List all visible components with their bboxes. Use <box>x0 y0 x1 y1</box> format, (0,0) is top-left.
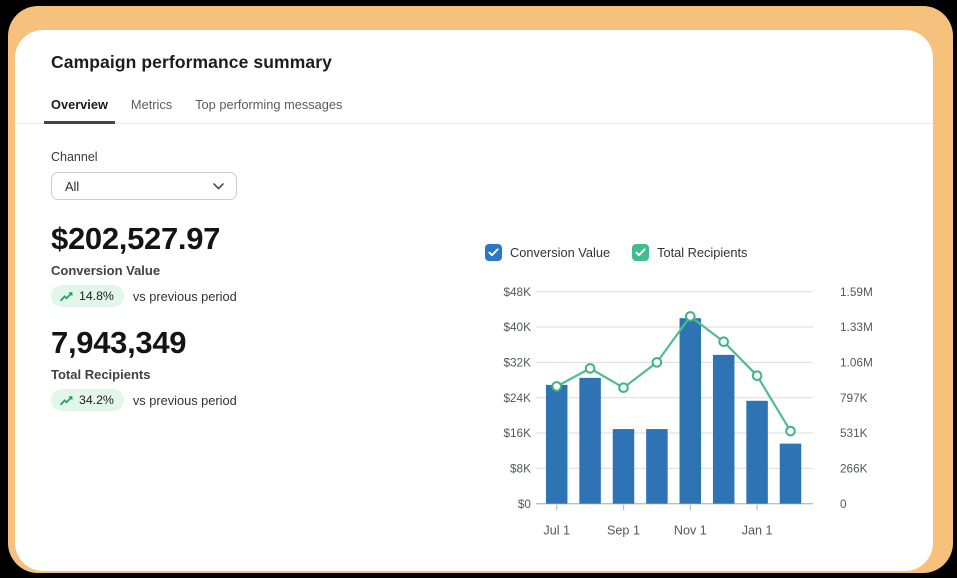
x-axis-label: Jul 1 <box>543 524 570 538</box>
chart-legend: Conversion Value Total Recipients <box>485 244 747 261</box>
line-point-sep-1[interactable] <box>618 382 629 393</box>
bar-oct-1[interactable] <box>646 429 668 504</box>
left-axis-tick-label: $0 <box>518 497 532 511</box>
channel-filter-label: Channel <box>51 150 98 164</box>
bar-jul-1[interactable] <box>545 384 568 504</box>
recipients-line <box>556 315 792 432</box>
delta-value: 34.2% <box>79 393 114 407</box>
line-point-jul-1[interactable] <box>551 381 562 392</box>
right-axis-tick-label: 0 <box>840 497 847 511</box>
legend-item-total-recipients[interactable]: Total Recipients <box>632 244 747 261</box>
bar-dec-1[interactable] <box>712 354 735 504</box>
tab-metrics[interactable]: Metrics <box>130 97 173 112</box>
left-axis-tick-label: $16K <box>503 426 531 440</box>
line-point-dec-1[interactable] <box>718 336 730 347</box>
performance-chart: $0 0 $8K 266K $16K 531K $24K 797K $32K 1.06M $40K 1… <box>455 260 915 560</box>
right-axis-tick-label: 1.06M <box>840 356 873 370</box>
line-point-aug-1[interactable] <box>584 363 596 374</box>
line-point-feb-1[interactable] <box>785 425 796 437</box>
kpi-conversion-value: $202,527.97 Conversion Value 14.8% vs previ… <box>51 222 237 307</box>
campaign-summary-card: Campaign performance summary Overview Met… <box>15 30 933 571</box>
right-axis-tick-label: 266K <box>840 462 868 476</box>
line-point-nov-1[interactable] <box>685 311 696 322</box>
kpi-value-conversion-value: $202,527.97 <box>51 221 221 256</box>
checkbox-checked-icon[interactable] <box>632 244 650 261</box>
kpi-total-recipients: 7,943,349 Total Recipients 34.2% vs previou… <box>51 326 237 411</box>
bar-jan-1[interactable] <box>746 400 768 504</box>
legend-label: Total Recipients <box>657 245 748 260</box>
tab-overview[interactable]: Overview <box>44 90 115 124</box>
tab-top-performing-messages[interactable]: Top performing messages <box>195 97 343 112</box>
x-axis-label: Sep 1 <box>607 524 640 538</box>
tab-bar: Overview Metrics Top performing messages <box>15 90 933 124</box>
x-axis-label: Jan 1 <box>742 524 773 538</box>
bar-nov-1[interactable] <box>679 318 702 504</box>
left-axis-tick-label: $40K <box>503 320 531 334</box>
delta-badge: 14.8% <box>51 285 124 307</box>
legend-item-conversion-value[interactable]: Conversion Value <box>485 244 610 261</box>
line-point-jan-1[interactable] <box>751 370 763 381</box>
bar-feb-1[interactable] <box>779 443 802 504</box>
left-axis-tick-label: $24K <box>503 391 531 405</box>
checkbox-checked-icon[interactable] <box>485 244 502 261</box>
trend-up-icon <box>60 291 73 302</box>
legend-label: Conversion Value <box>510 245 611 260</box>
bar-aug-1[interactable] <box>579 377 601 504</box>
kpi-label-total-recipients: Total Recipients <box>51 367 151 382</box>
delta-badge: 34.2% <box>51 389 124 411</box>
trend-up-icon <box>60 395 73 406</box>
kpi-value-total-recipients: 7,943,349 <box>51 325 187 360</box>
channel-select-value: All <box>65 178 80 194</box>
channel-select[interactable]: All <box>51 172 237 200</box>
page-title: Campaign performance summary <box>51 52 332 72</box>
right-axis-tick-label: 531K <box>840 426 868 440</box>
kpi-label-conversion-value: Conversion Value <box>51 263 161 278</box>
left-axis-tick-label: $32K <box>503 356 531 370</box>
right-axis-tick-label: 1.59M <box>840 285 873 299</box>
delta-comparison: vs previous period <box>132 288 237 304</box>
delta-comparison: vs previous period <box>132 392 237 408</box>
bar-sep-1[interactable] <box>612 429 635 504</box>
left-axis-tick-label: $48K <box>503 285 531 299</box>
kpi-delta-row-total-recipients: 34.2% vs previous period <box>51 389 237 411</box>
delta-value: 14.8% <box>79 289 114 303</box>
kpi-delta-row-conversion-value: 14.8% vs previous period <box>51 285 237 307</box>
chevron-down-icon <box>213 182 224 190</box>
line-point-oct-1[interactable] <box>651 357 663 368</box>
right-axis-tick-label: 1.33M <box>840 320 873 334</box>
right-axis-tick-label: 797K <box>840 391 868 405</box>
left-axis-tick-label: $8K <box>510 462 531 476</box>
x-axis-label: Nov 1 <box>674 524 707 538</box>
